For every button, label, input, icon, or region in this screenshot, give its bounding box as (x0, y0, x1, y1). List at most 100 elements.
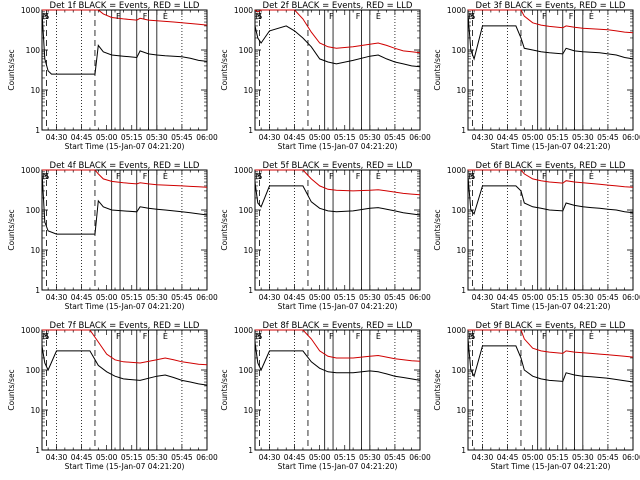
series-line-red (42, 9, 208, 26)
y-axis-label: Counts/sec (7, 369, 16, 410)
flag-letter: F (116, 332, 121, 341)
flag-letter: N (255, 172, 261, 181)
flag-letter: F (569, 12, 574, 21)
plot-frame (254, 9, 421, 131)
flag-letter: N (42, 332, 48, 341)
flag-letter: S (44, 172, 49, 181)
flag-letter: N (255, 12, 261, 21)
flag-letter: F (143, 12, 148, 21)
x-tick-label: 04:30 (46, 453, 68, 462)
y-tick-label: 1 (248, 286, 253, 295)
x-tick-label: 05:30 (359, 293, 381, 302)
x-tick-label: 04:45 (497, 453, 519, 462)
y-tick-label: 100 (239, 46, 254, 55)
flag-letter: E (163, 12, 168, 21)
y-tick-label: 1000 (234, 326, 253, 335)
flag-letter: F (569, 172, 574, 181)
plot-frame (467, 329, 634, 451)
flag-letter: E (589, 12, 594, 21)
x-tick-label: 05:15 (547, 293, 569, 302)
y-tick-label: 1000 (447, 6, 466, 15)
series-line-black (254, 181, 421, 216)
y-tick-label: 10 (456, 406, 466, 415)
series-line-red (42, 169, 208, 188)
x-tick-label: 05:45 (171, 293, 193, 302)
x-tick-label: 05:30 (359, 453, 381, 462)
x-tick-label: 05:00 (309, 293, 331, 302)
series-line-black (41, 345, 208, 386)
y-tick-label: 1000 (234, 6, 253, 15)
y-tick-label: 1 (461, 446, 466, 455)
flag-letter: E (589, 332, 594, 341)
flag-letter: S (257, 12, 262, 21)
x-tick-label: 04:30 (259, 133, 281, 142)
chart-title: Det 6f BLACK = Events, RED = LLD (476, 161, 626, 171)
flag-letter: N (255, 332, 261, 341)
y-tick-label: 100 (26, 46, 41, 55)
plot-frame (41, 9, 208, 131)
flag-letter: N (42, 172, 48, 181)
panel-8: Det 8f BLACK = Events, RED = LLD 1 10 100 10… (220, 321, 431, 471)
chart-title: Det 7f BLACK = Events, RED = LLD (50, 321, 200, 331)
flag-letter: S (470, 172, 475, 181)
plot-frame (254, 169, 421, 291)
flag-letter: E (163, 172, 168, 181)
flag-letter: F (329, 332, 334, 341)
y-tick-label: 1 (248, 446, 253, 455)
flag-letter: N (468, 12, 474, 21)
x-tick-label: 05:30 (146, 133, 168, 142)
y-axis-label: Counts/sec (7, 49, 16, 90)
x-tick-label: 05:30 (146, 293, 168, 302)
x-tick-label: 06:00 (196, 133, 218, 142)
x-tick-label: 05:45 (384, 453, 406, 462)
x-tick-label: 05:30 (572, 293, 594, 302)
flag-letter: F (329, 12, 334, 21)
y-tick-label: 100 (452, 46, 467, 55)
chart-title: Det 9f BLACK = Events, RED = LLD (476, 321, 626, 331)
y-tick-label: 1000 (21, 6, 40, 15)
x-tick-label: 05:00 (522, 133, 544, 142)
plot-frame (41, 169, 208, 291)
x-axis-label: Start Time (15-Jan-07 04:21:20) (278, 142, 398, 151)
flag-letter: S (44, 12, 49, 21)
panel-1: Det 1f BLACK = Events, RED = LLD 1 10 100 10… (7, 1, 218, 151)
flag-letter: E (376, 12, 381, 21)
x-tick-label: 05:45 (597, 453, 619, 462)
x-tick-label: 05:45 (384, 293, 406, 302)
x-tick-label: 05:45 (597, 133, 619, 142)
plot-frame (254, 329, 421, 451)
panel-9: Det 9f BLACK = Events, RED = LLD 1 10 100 10… (433, 321, 640, 471)
x-tick-label: 05:00 (96, 133, 118, 142)
flag-letter: F (356, 172, 361, 181)
x-tick-label: 05:45 (171, 133, 193, 142)
flag-letter: F (143, 172, 148, 181)
y-axis-label: Counts/sec (7, 209, 16, 250)
plot-frame (41, 329, 208, 451)
series-line-black (467, 338, 634, 383)
flag-letter: E (376, 172, 381, 181)
chart-title: Det 8f BLACK = Events, RED = LLD (263, 321, 413, 331)
panel-2: Det 2f BLACK = Events, RED = LLD 1 10 100 10… (220, 1, 431, 151)
flag-letter: S (470, 12, 475, 21)
x-tick-label: 06:00 (409, 133, 431, 142)
flag-letter: F (329, 172, 334, 181)
plot-frame (467, 9, 634, 131)
y-tick-label: 1000 (447, 326, 466, 335)
flag-letter: F (143, 332, 148, 341)
flag-letter: F (569, 332, 574, 341)
y-tick-label: 1 (35, 446, 40, 455)
x-tick-label: 05:15 (121, 293, 143, 302)
series-line-black (41, 11, 208, 75)
series-line-red (255, 169, 421, 196)
y-tick-label: 1000 (21, 326, 40, 335)
flag-letter: E (589, 172, 594, 181)
x-tick-label: 06:00 (622, 453, 640, 462)
x-tick-label: 05:00 (309, 133, 331, 142)
y-tick-label: 10 (30, 246, 40, 255)
x-tick-label: 06:00 (409, 293, 431, 302)
y-tick-label: 100 (452, 206, 467, 215)
y-tick-label: 100 (239, 206, 254, 215)
y-tick-label: 1 (461, 286, 466, 295)
series-line-red (255, 329, 421, 362)
chart-title: Det 2f BLACK = Events, RED = LLD (263, 1, 413, 11)
